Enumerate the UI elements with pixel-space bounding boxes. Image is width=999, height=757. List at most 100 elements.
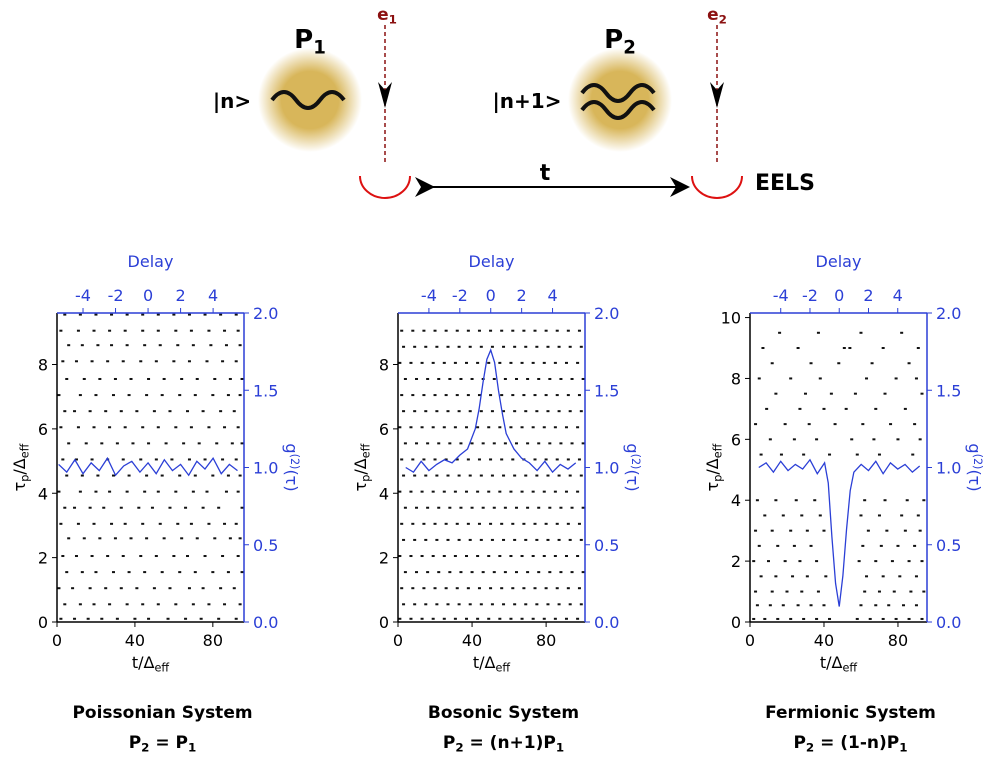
event-dot [444,522,448,525]
event-dot [477,587,481,590]
event-dot [180,377,184,380]
event-dot [459,571,463,574]
event-dot [533,394,537,397]
event-dot [918,529,922,532]
event-dot [236,490,240,493]
event-dot [98,377,102,380]
event-dot [535,538,539,541]
caption-formula: P2 = (1-n)P1 [793,733,907,755]
event-dot [557,410,561,413]
text-part: t/Δ [820,653,843,672]
event-dot [566,522,570,525]
event-dot [498,490,502,493]
event-dot [492,571,496,574]
event-dot [553,361,557,364]
event-dot [240,442,244,445]
event-dot [82,377,86,380]
event-dot [104,587,108,590]
event-dot [238,474,242,477]
event-dot [577,587,581,590]
event-dot [426,506,430,509]
event-dot [213,377,217,380]
event-dot [548,442,552,445]
event-dot [522,587,526,590]
event-dot [108,426,112,429]
event-dot [59,617,63,620]
event-dot [156,313,160,316]
y-tick-label: 6 [379,420,389,439]
event-dot [145,394,149,397]
event-dot [223,603,227,606]
text-part: 2 [455,741,463,755]
text-part: τ [703,482,722,492]
event-dot [232,410,236,413]
event-dot [156,426,160,429]
y-tick-label: 6 [731,430,741,449]
event-dot [431,361,435,364]
event-dot [158,522,162,525]
x2-tick-label: 0 [486,286,496,305]
event-dot [544,522,548,525]
x2-tick-label: -4 [773,286,789,305]
event-dot [800,590,804,593]
e1-label: e1 [377,5,397,27]
event-dot [763,514,767,517]
event-dot [127,394,131,397]
y-tick-label: 6 [38,420,48,439]
event-dot [809,544,813,547]
event-dot [848,347,852,350]
event-dot [435,345,439,348]
event-dot [201,410,205,413]
y2-tick-label: 2.0 [936,304,961,323]
event-dot [156,603,160,606]
event-dot [537,506,541,509]
text-part: eff [359,443,372,458]
event-dot [102,506,106,509]
event-dot [470,377,474,380]
event-dot [579,345,583,348]
event-dot [166,617,170,620]
event-dot [82,537,86,540]
event-dot [553,426,557,429]
event-dot [411,394,415,397]
event-dot [815,438,819,441]
event-dot [141,426,145,429]
event-dot [816,590,820,593]
event-dot [411,587,415,590]
event-dot [73,506,77,509]
event-dot [889,423,893,426]
event-dot [160,394,164,397]
event-dot [792,438,796,441]
event-dot [92,329,96,332]
x2-axis-title: Delay [469,252,515,271]
event-dot [465,617,469,620]
text-part: t/Δ [132,653,155,672]
event-dot [520,490,524,493]
event-dot [509,426,513,429]
text-part: p [359,475,372,482]
event-dot [65,571,69,574]
event-dot [855,453,859,456]
event-dot [824,575,828,578]
event-dot [542,490,546,493]
event-dot [201,506,205,509]
event-dot [119,587,123,590]
event-dot [224,344,228,347]
event-dot [465,490,469,493]
text-part: g [965,443,984,453]
event-dot [498,617,502,620]
event-dot [920,392,924,395]
event-dot [874,407,878,410]
event-dot [106,360,110,363]
event-dot [863,590,867,593]
event-dot [542,617,546,620]
text-part: = (1-n)P [814,733,899,753]
event-dot [444,329,448,332]
event-dot [524,345,528,348]
event-dot [542,426,546,429]
event-dot [524,474,528,477]
event-dot [433,394,437,397]
event-dot [238,537,242,540]
event-dot [581,571,585,574]
event-dot [172,360,176,363]
